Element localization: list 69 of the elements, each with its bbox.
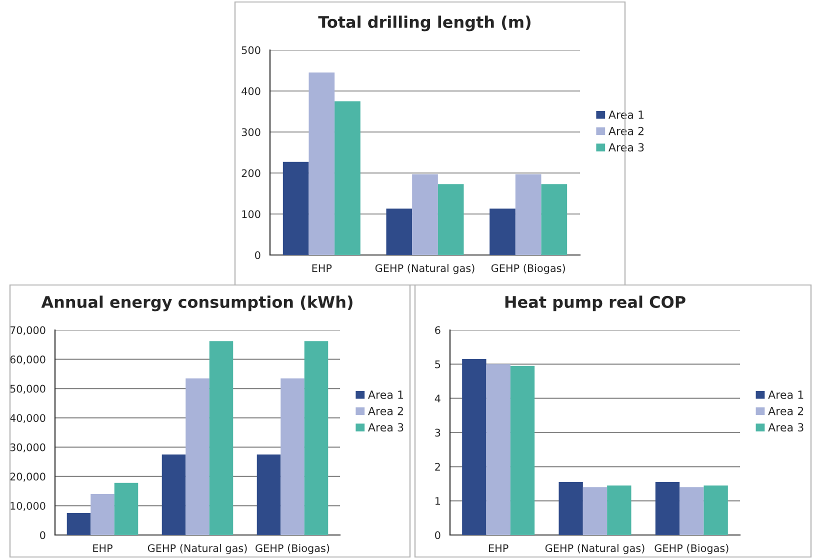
x-tick-label: GEHP (Natural gas) — [375, 264, 474, 274]
y-tick-label: 500 — [242, 46, 260, 54]
x-tick-label: EHP — [489, 544, 508, 552]
chart-title: Heat pump real COP — [505, 296, 686, 312]
bar — [515, 174, 542, 255]
legend-label: Area 2 — [368, 406, 403, 416]
y-tick-label: 5 — [435, 360, 440, 368]
y-tick-label: 50,000 — [10, 384, 46, 394]
bar — [704, 485, 728, 535]
bar — [209, 341, 234, 535]
x-tick-label: GEHP (Natural gas) — [545, 544, 644, 554]
bar — [186, 378, 210, 535]
bar — [486, 364, 510, 535]
y-tick-label: 400 — [242, 87, 260, 96]
y-tick-label: 1 — [435, 497, 440, 505]
y-tick-label: 20,000 — [10, 472, 46, 482]
x-tick-label: GEHP (Biogas) — [256, 544, 330, 554]
chart-title: Total drilling length (m) — [318, 16, 530, 32]
bar — [607, 485, 632, 535]
y-tick-label: 200 — [242, 169, 260, 178]
bar — [655, 482, 680, 535]
bar — [334, 101, 360, 255]
legend-label: Area 3 — [368, 423, 404, 432]
y-tick-label: 0 — [255, 251, 260, 260]
x-tick-label: GEHP (Natural gas) — [148, 544, 247, 554]
bar — [280, 378, 304, 535]
bar — [558, 482, 583, 535]
bar — [438, 184, 464, 255]
y-tick-label: 100 — [242, 210, 260, 218]
bar — [541, 184, 568, 255]
y-tick-label: 40,000 — [10, 414, 46, 424]
bar — [282, 162, 309, 255]
bar — [412, 174, 438, 255]
bar — [510, 366, 535, 535]
legend-label: Area 2 — [608, 126, 644, 136]
y-tick-label: 4 — [434, 394, 440, 402]
y-tick-label: 0 — [40, 531, 46, 540]
bar — [308, 72, 335, 255]
chart-title: Annual energy consumption (kWh) — [41, 296, 352, 312]
x-tick-label: EHP — [93, 544, 112, 552]
bar — [680, 487, 704, 535]
bar — [582, 487, 608, 535]
legend-label: Area 3 — [608, 143, 644, 152]
y-tick-label: 60,000 — [10, 356, 46, 364]
x-tick-label: GEHP (Biogas) — [654, 544, 728, 554]
bar — [66, 513, 91, 535]
y-tick-label: 6 — [435, 326, 440, 334]
bar — [462, 359, 486, 535]
bar — [90, 494, 114, 535]
legend-label: Area 1 — [608, 110, 644, 119]
x-tick-label: GEHP (Biogas) — [491, 264, 565, 274]
y-tick-label: 0 — [435, 531, 440, 540]
bar — [386, 208, 412, 255]
y-tick-label: 2 — [435, 462, 440, 471]
legend-label: Area 1 — [768, 390, 804, 399]
bar — [490, 208, 516, 255]
y-tick-label: 10,000 — [10, 502, 46, 511]
y-tick-label: 70,000 — [10, 326, 46, 336]
bar — [256, 454, 281, 535]
bar — [114, 482, 138, 535]
y-tick-label: 300 — [242, 128, 260, 136]
bar — [304, 341, 328, 535]
legend-label: Area 1 — [368, 390, 404, 399]
x-tick-label: EHP — [312, 264, 332, 272]
y-tick-label: 3 — [435, 428, 440, 437]
legend-label: Area 2 — [768, 406, 804, 416]
y-tick-label: 30,000 — [10, 443, 46, 452]
bar — [162, 454, 186, 535]
legend-label: Area 3 — [768, 423, 804, 432]
